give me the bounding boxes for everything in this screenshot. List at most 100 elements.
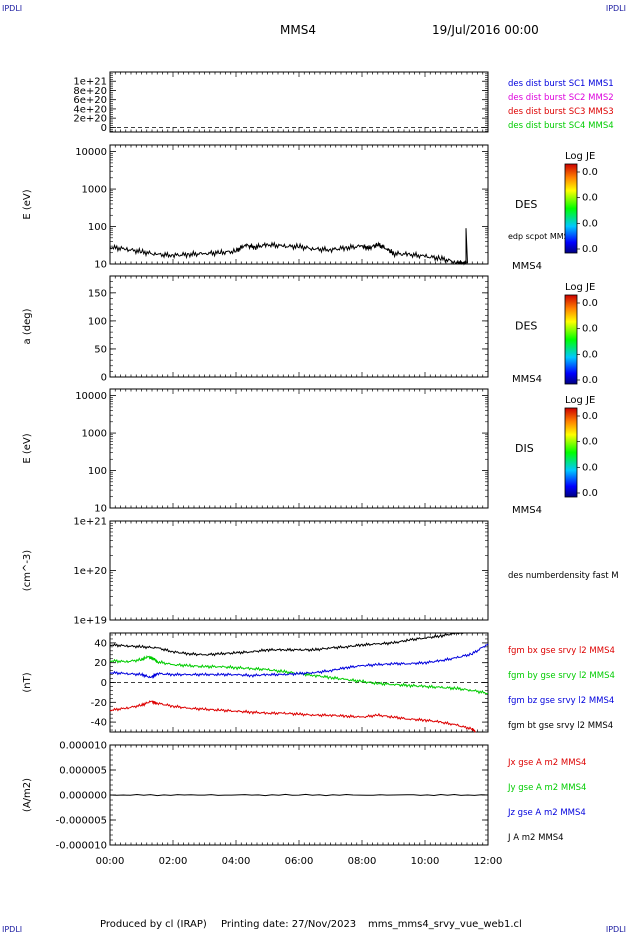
colorbar-title: Log JE [565, 395, 595, 406]
y-tick-label: 0 [101, 123, 107, 134]
colorbar-tick-label: 0.0 [582, 349, 598, 360]
colorbar-tick-label: 0.0 [582, 298, 598, 309]
instrument-label: DIS [515, 442, 534, 455]
time-tick-label: 00:00 [96, 856, 125, 867]
colorbar [564, 294, 578, 385]
y-tick-label: 100 [88, 466, 107, 477]
y-tick-label: 0.000010 [59, 741, 107, 752]
legend-entry: fgm bz gse srvy l2 MMS4 [508, 696, 614, 706]
colorbar-tick-label: 0.0 [582, 193, 598, 204]
y-tick-label: 4e+20 [73, 104, 107, 115]
colorbar-tick-label: 0.0 [582, 218, 598, 229]
footer-product: mms_mms4_srvy_vue_web1.cl [368, 919, 522, 930]
legend-entry: J A m2 MMS4 [507, 833, 564, 843]
y-tick-label: 6e+20 [73, 95, 107, 106]
y-tick-label: 8e+20 [73, 86, 107, 97]
panel-frame-dis_energy [109, 388, 489, 509]
bt-trace [109, 632, 466, 657]
time-tick-label: 06:00 [285, 856, 314, 867]
spacecraft-panel-label: MMS4 [512, 374, 542, 385]
current-trace [109, 793, 489, 797]
instrument-label: DES [515, 320, 537, 333]
colorbar-tick-label: 0.0 [582, 324, 598, 335]
y-tick-label: 1000 [82, 429, 107, 440]
corner-label-bottom-left: IPDLI [2, 925, 23, 934]
footer-produced: Produced by cl (IRAP) [100, 919, 207, 930]
y-tick-label: 20 [94, 658, 107, 669]
y-tick-label: 0.000005 [59, 766, 107, 777]
y-tick-label: -20 [91, 698, 107, 709]
colorbar-tick-label: 0.0 [582, 411, 598, 422]
spacecraft-panel-label: MMS4 [512, 505, 542, 516]
panel-frame-burst [109, 71, 489, 133]
panel-frame-density [109, 520, 489, 621]
y-tick-label: -40 [91, 718, 107, 729]
y-tick-label: 10000 [75, 147, 107, 158]
y-axis-label: E (eV) [22, 189, 33, 219]
spacecraft-panel-label: MMS4 [512, 261, 542, 272]
colorbar-tick-label: 0.0 [582, 437, 598, 448]
y-tick-label: 1e+21 [73, 77, 107, 88]
date-title: 19/Jul/2016 00:00 [432, 23, 539, 37]
colorbar-tick-label: 0.0 [582, 488, 598, 499]
y-tick-label: 2e+20 [73, 114, 107, 125]
bx-trace [109, 700, 476, 733]
y-tick-label: 1e+21 [73, 517, 107, 528]
colorbar-tick-label: 0.0 [582, 375, 598, 386]
bz-trace [109, 643, 489, 679]
y-tick-label: 100 [88, 316, 107, 327]
y-axis-label: a (deg) [22, 308, 33, 344]
corner-label-top-right: IPDLI [605, 4, 626, 13]
colorbar-tick-label: 0.0 [582, 167, 598, 178]
instrument-label: DES [515, 198, 537, 211]
time-tick-label: 02:00 [159, 856, 188, 867]
legend-entry: fgm bx gse srvy l2 MMS4 [508, 646, 615, 656]
y-axis-label: (cm^-3) [22, 550, 33, 591]
corner-label-bottom-right: IPDLI [605, 925, 626, 934]
footer-printing-date: Printing date: 27/Nov/2023 [221, 919, 357, 930]
y-axis-label: (A/m2) [22, 778, 33, 812]
y-tick-label: 100 [88, 222, 107, 233]
y-axis-label: (nT) [22, 672, 33, 692]
y-tick-label: 10 [94, 504, 107, 515]
spacecraft-title: MMS4 [280, 23, 316, 37]
series-label: edp scpot MMS4 [508, 232, 574, 241]
scpot-spike [465, 228, 468, 264]
legend-entry: des dist burst SC2 MMS2 [508, 93, 614, 103]
y-tick-label: 1000 [82, 185, 107, 196]
y-tick-label: -0.000005 [56, 816, 107, 827]
time-tick-label: 10:00 [411, 856, 440, 867]
y-tick-label: 1e+19 [73, 616, 107, 627]
legend-entry: des dist burst SC4 MMS4 [508, 121, 614, 131]
colorbar-title: Log JE [565, 151, 595, 162]
colorbar-tick-label: 0.0 [582, 462, 598, 473]
y-tick-label: 0 [101, 678, 107, 689]
y-tick-label: 0 [101, 373, 107, 384]
legend-entry: des numberdensity fast M [508, 571, 619, 581]
colorbar-tick-label: 0.0 [582, 244, 598, 255]
legend-entry: Jx gse A m2 MMS4 [507, 758, 586, 768]
y-tick-label: 150 [88, 288, 107, 299]
time-tick-label: 12:00 [474, 856, 503, 867]
time-tick-label: 08:00 [348, 856, 377, 867]
legend-entry: Jy gse A m2 MMS4 [507, 783, 586, 793]
by-trace [109, 655, 489, 695]
y-tick-label: 0.000000 [59, 791, 107, 802]
scpot-trace [109, 241, 467, 266]
y-tick-label: 1e+20 [73, 566, 107, 577]
y-tick-label: 10 [94, 260, 107, 271]
time-tick-label: 04:00 [222, 856, 251, 867]
panel-frame-des_pitch [109, 275, 489, 378]
y-tick-label: 10000 [75, 391, 107, 402]
y-tick-label: -0.000010 [56, 841, 107, 852]
colorbar [564, 407, 578, 498]
colorbar [564, 163, 578, 254]
legend-entry: des dist burst SC3 MMS3 [508, 107, 614, 117]
colorbar-title: Log JE [565, 282, 595, 293]
y-tick-label: 50 [94, 344, 107, 355]
legend-entry: des dist burst SC1 MMS1 [508, 79, 614, 89]
legend-entry: fgm by gse srvy l2 MMS4 [508, 671, 615, 681]
legend-entry: Jz gse A m2 MMS4 [507, 808, 586, 818]
corner-label-top-left: IPDLI [2, 4, 23, 13]
